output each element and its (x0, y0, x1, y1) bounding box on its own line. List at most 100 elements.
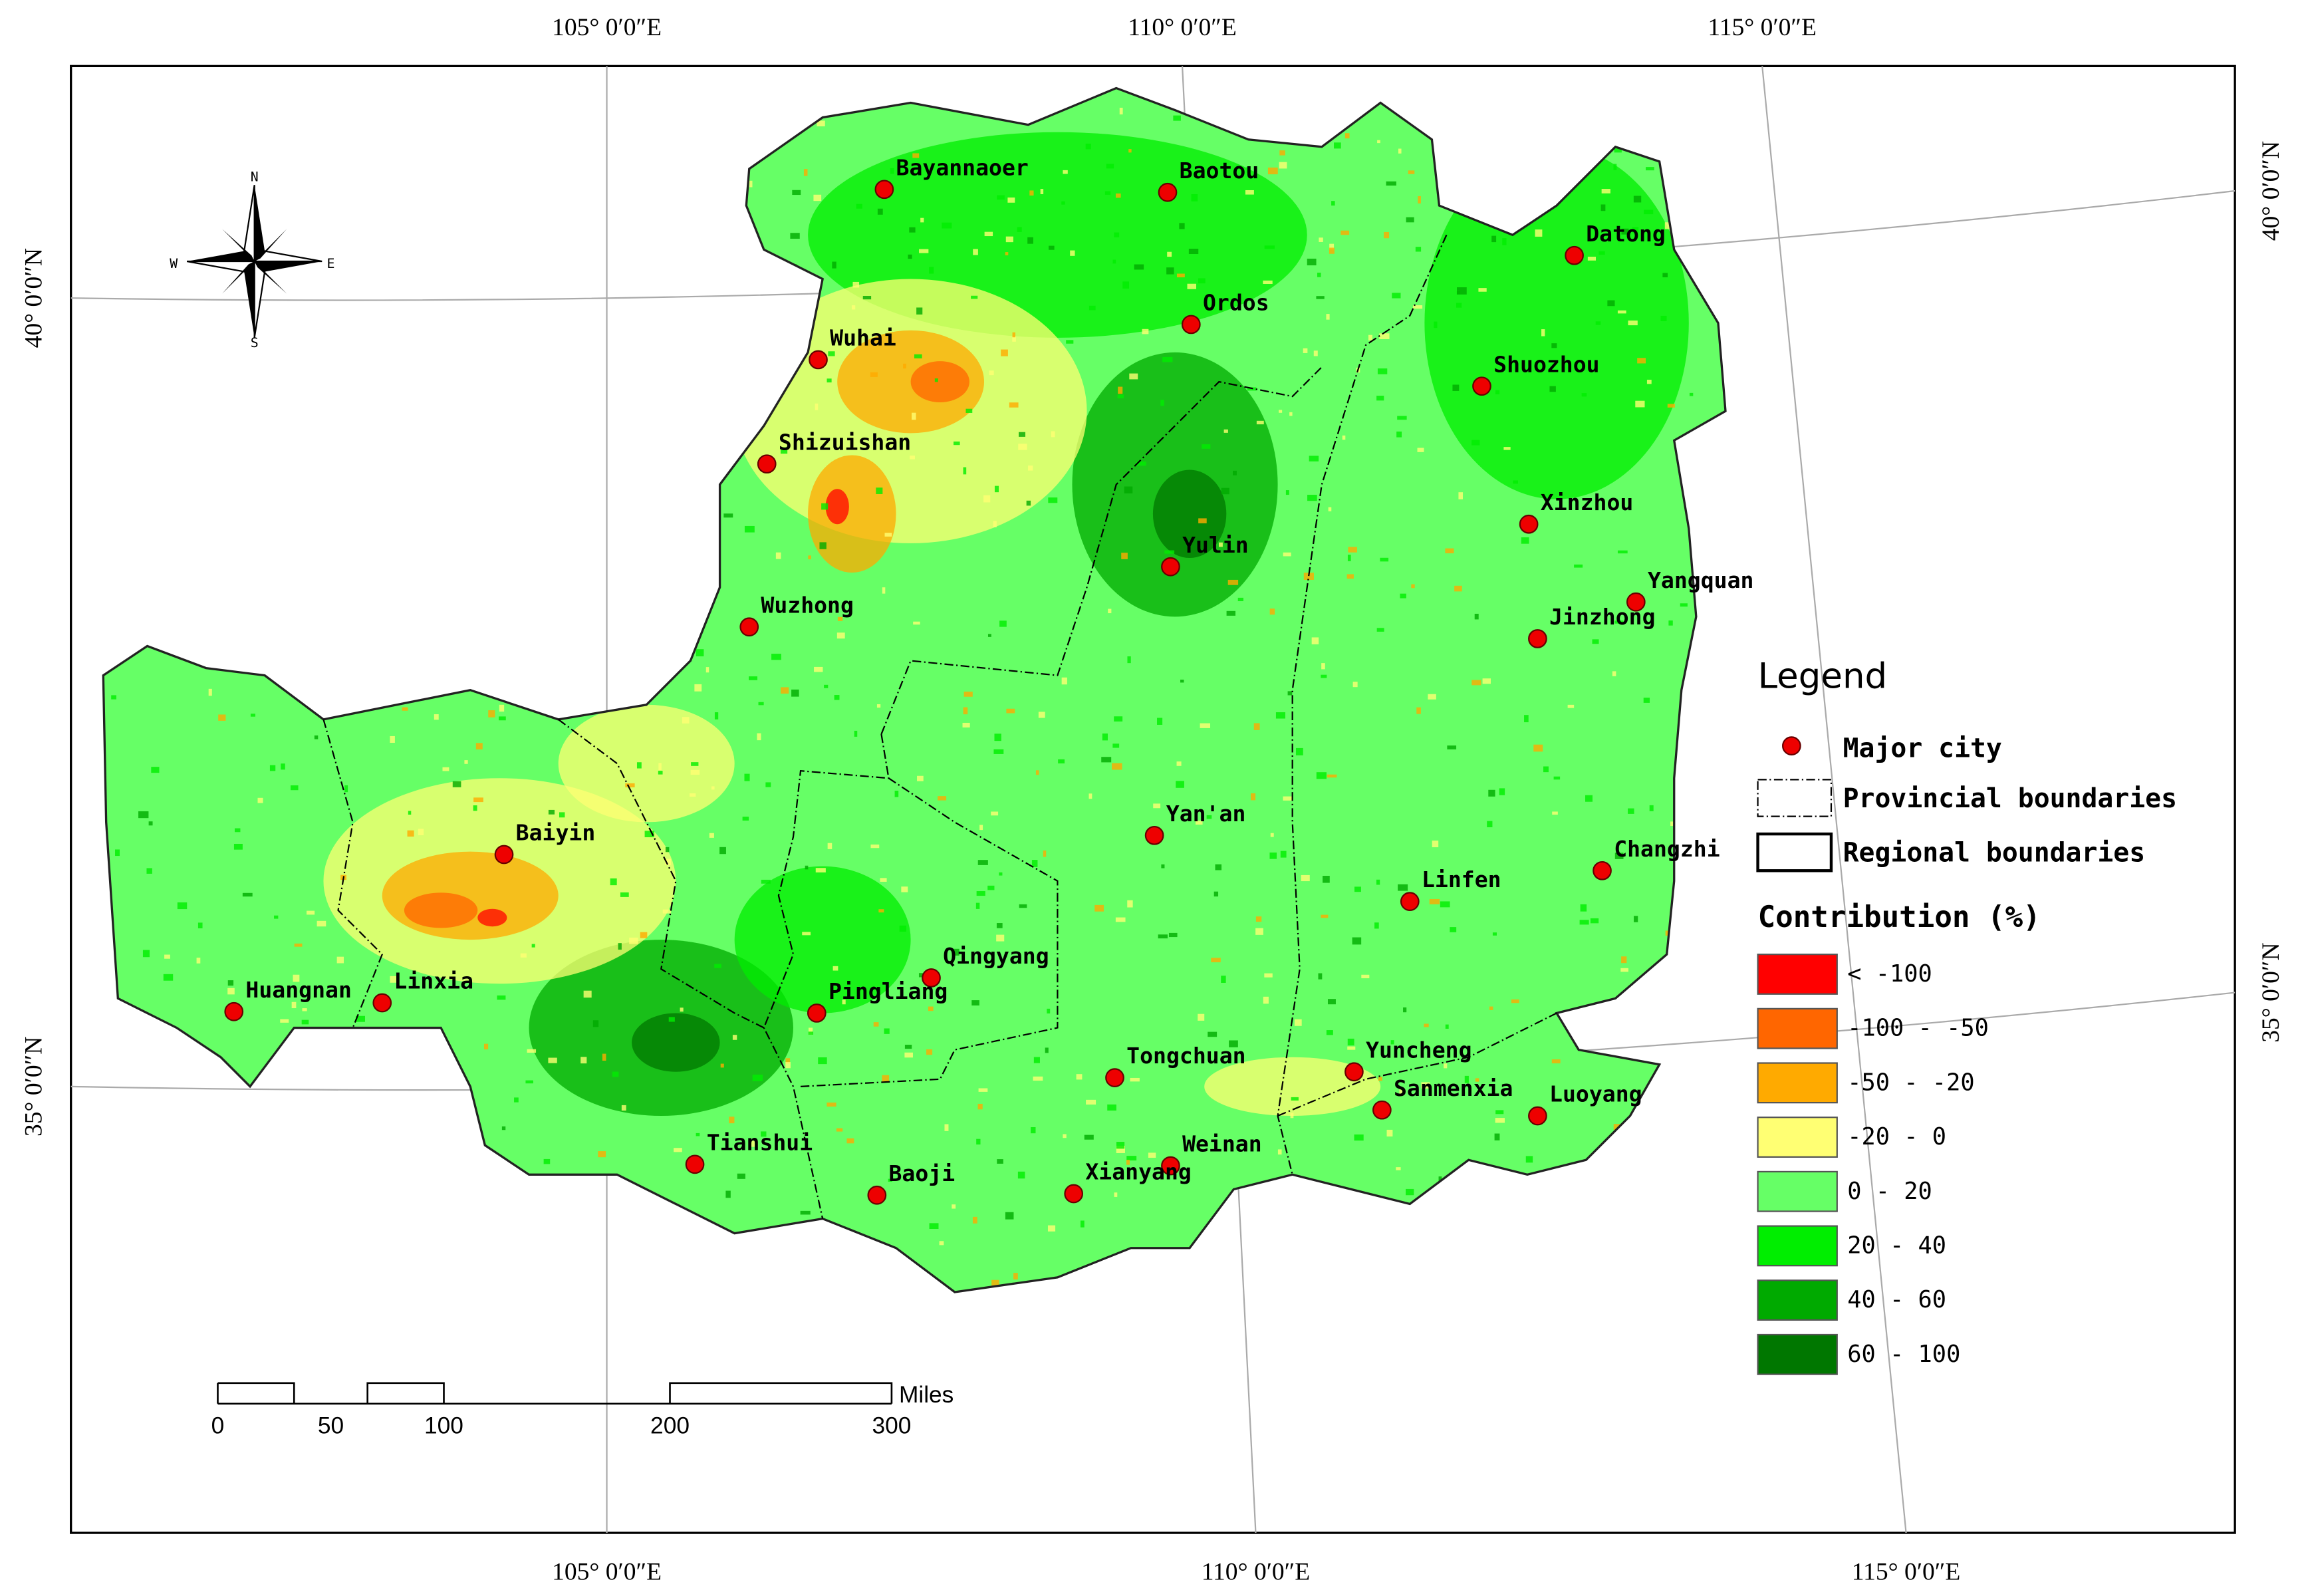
city-marker (1593, 861, 1612, 880)
land-speckle (1535, 229, 1543, 237)
city-label: Tianshui (707, 1129, 813, 1155)
land-speckle (501, 1126, 506, 1130)
city-label: Jinzhong (1549, 604, 1655, 630)
land-speckle (916, 307, 923, 315)
land-speckle (709, 833, 714, 838)
land-speckle (1513, 480, 1518, 484)
land-speckle (1167, 251, 1172, 257)
land-speckle (1121, 553, 1128, 559)
land-speckle (714, 964, 721, 968)
land-speckle (749, 676, 758, 680)
land-speckle (151, 767, 160, 773)
city-marker (1372, 1100, 1392, 1120)
land-speckle (668, 1017, 675, 1022)
land-speckle (598, 1151, 606, 1158)
land-speckle (1005, 1212, 1014, 1220)
land-speckle (1579, 920, 1589, 925)
land-speckle (1047, 1225, 1056, 1232)
land-speckle (1006, 708, 1015, 714)
land-speckle (920, 217, 924, 223)
land-speckle (1487, 821, 1493, 827)
city-marker (867, 1185, 887, 1205)
land-speckle (1633, 196, 1642, 203)
land-speckle (1334, 142, 1341, 149)
city-marker (372, 993, 392, 1013)
land-speckle (680, 1007, 684, 1012)
land-speckle (665, 859, 671, 866)
land-speckle (1287, 691, 1293, 696)
land-patch (632, 1013, 720, 1072)
compass-letter: E (327, 256, 335, 271)
land-speckle (464, 760, 468, 764)
land-speckle (1342, 435, 1346, 440)
land-speckle (402, 707, 408, 711)
land-speckle (1406, 217, 1414, 223)
land-speckle (636, 762, 642, 769)
land-speckle (691, 762, 699, 766)
land-speckle (1447, 745, 1457, 749)
land-speckle (1444, 1063, 1448, 1069)
land-speckle (834, 695, 840, 700)
land-speckle (819, 542, 827, 549)
land-speckle (111, 695, 116, 700)
land-speckle (781, 687, 789, 694)
land-speckle (1256, 420, 1264, 425)
land-speckle (336, 956, 344, 964)
land-speckle (1176, 273, 1185, 278)
land-speckle (904, 1052, 913, 1058)
land-speckle (390, 735, 395, 743)
land-speckle (1471, 440, 1480, 446)
land-speckle (483, 1043, 489, 1050)
land-speckle (1646, 167, 1654, 171)
land-speckle (917, 775, 924, 781)
land-speckle (808, 555, 811, 560)
land-speckle (1118, 386, 1123, 394)
land-speckle (1018, 444, 1027, 450)
land-speckle (1303, 348, 1308, 353)
land-speckle (1620, 968, 1628, 972)
land-speckle (514, 1097, 519, 1103)
land-speckle (418, 829, 424, 835)
land-speckle (993, 521, 997, 527)
land-speckle (1162, 356, 1173, 362)
land-speckle (1494, 1133, 1500, 1140)
land-speckle (910, 456, 916, 460)
land-speckle (1499, 788, 1505, 795)
city-label: Pingliang (829, 978, 948, 1004)
land-speckle (714, 712, 719, 720)
land-speckle (912, 412, 916, 420)
city-label: Shizuishan (779, 429, 911, 455)
land-speckle (475, 743, 483, 749)
provincial-boundaries (322, 234, 1557, 1219)
land-speckle (761, 879, 771, 884)
land-speckle (1617, 550, 1628, 554)
legend-swatch (1757, 1225, 1838, 1267)
land-speckle (1543, 766, 1549, 773)
land-speckle (314, 735, 319, 739)
city-label: Luoyang (1549, 1081, 1642, 1107)
land-speckle (984, 231, 993, 237)
land-speckle (983, 495, 991, 503)
city-label: Yuncheng (1366, 1037, 1471, 1063)
legend-label: -20 - 0 (1847, 1123, 1946, 1150)
land-speckle (1283, 552, 1291, 557)
land-speckle (525, 1080, 533, 1084)
land-speckle (994, 733, 1001, 741)
city-label: Shuozhou (1493, 351, 1599, 377)
land-speckle (499, 716, 506, 721)
land-speckle (942, 222, 952, 229)
land-speckle (1344, 133, 1350, 139)
land-speckle (1400, 593, 1406, 598)
scale-unit: Miles (899, 1382, 954, 1408)
land-speckle (973, 249, 978, 255)
land-speckle (1115, 917, 1126, 922)
land-speckle (761, 1131, 767, 1137)
land-speckle (1331, 201, 1335, 206)
land-speckle (227, 980, 234, 986)
land-speckle (836, 1128, 843, 1132)
land-speckle (1368, 334, 1372, 341)
land-speckle (963, 692, 973, 697)
land-speckle (658, 771, 663, 775)
land-speckle (1084, 1134, 1094, 1140)
city-marker (1161, 557, 1180, 577)
